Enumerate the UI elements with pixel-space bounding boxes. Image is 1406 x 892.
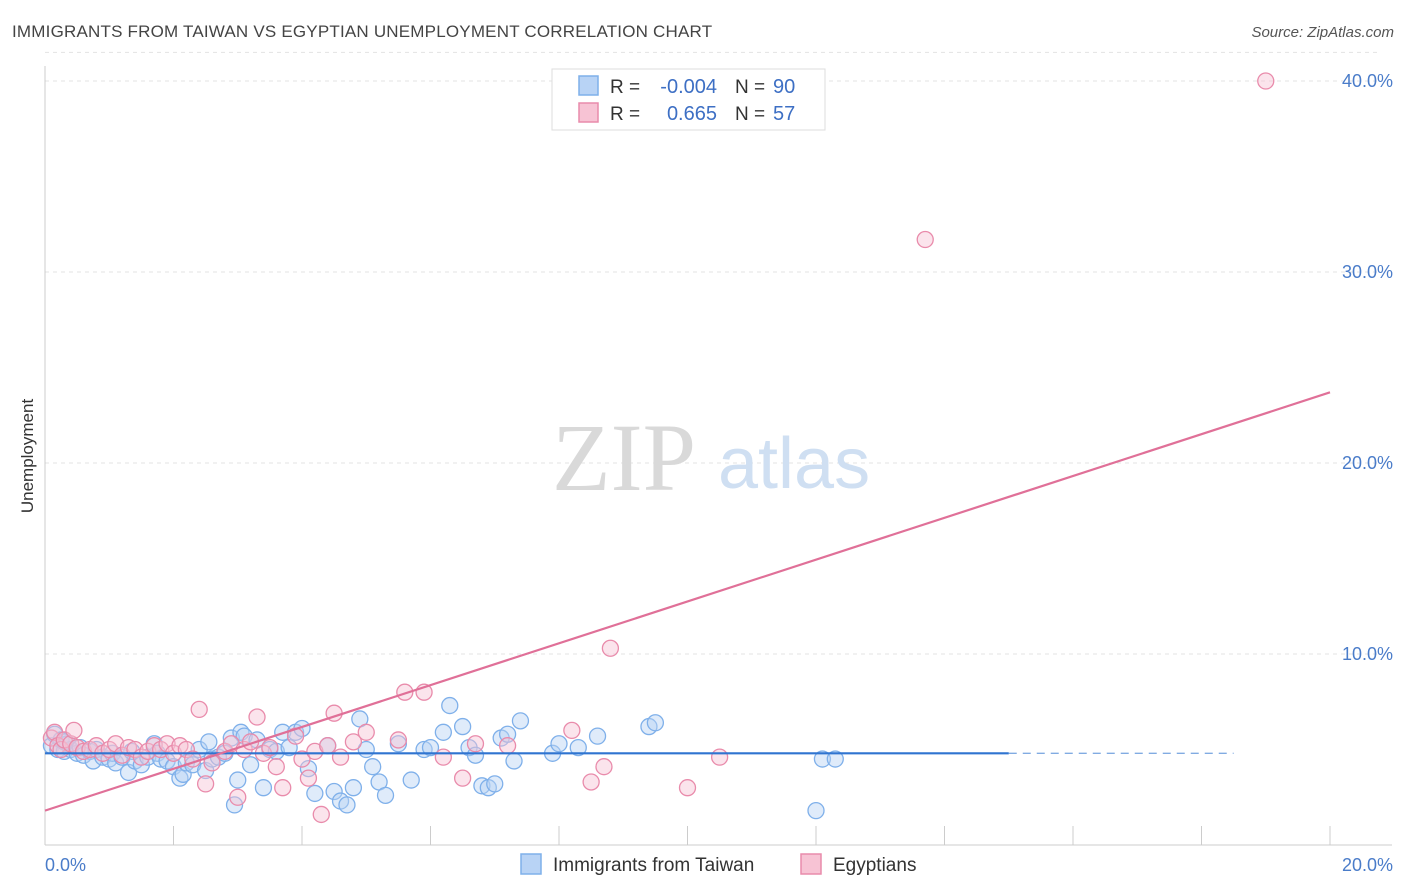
point-egyptians: [190, 700, 208, 719]
series-legend-label-egyptians: Egyptians: [833, 855, 916, 876]
point-taiwan: [402, 771, 420, 789]
point-egyptians: [274, 779, 292, 797]
series-legend-label-taiwan: Immigrants from Taiwan: [553, 855, 754, 876]
point-taiwan: [325, 782, 343, 801]
watermark-atlas: atlas: [718, 424, 870, 504]
x-tick-labels: 0.0% 20.0%: [45, 855, 1393, 875]
point-taiwan: [569, 738, 587, 757]
y-tick-labels: 10.0% 20.0% 30.0% 40.0%: [1342, 71, 1393, 664]
point-taiwan: [511, 712, 530, 730]
point-egyptians: [466, 735, 485, 753]
point-egyptians: [312, 805, 330, 824]
point-taiwan: [588, 727, 607, 745]
point-egyptians: [582, 773, 600, 791]
point-taiwan: [550, 735, 568, 753]
point-taiwan: [338, 796, 356, 814]
legend-r-label-taiwan: R =: [610, 77, 640, 98]
point-egyptians: [678, 779, 697, 797]
legend-swatch-egyptians: [578, 102, 599, 123]
series-legend: Immigrants from Taiwan Egyptians: [520, 853, 916, 876]
point-egyptians: [434, 748, 453, 766]
point-egyptians: [344, 733, 363, 751]
point-taiwan: [306, 784, 324, 803]
point-taiwan: [344, 779, 363, 797]
point-taiwan: [254, 779, 273, 797]
chart-title: IMMIGRANTS FROM TAIWAN VS EGYPTIAN UNEMP…: [12, 22, 713, 41]
point-egyptians: [299, 769, 318, 787]
stats-legend: R = -0.004 N = 90 R = 0.665 N = 57: [551, 68, 826, 131]
point-egyptians: [261, 738, 279, 757]
point-egyptians: [119, 738, 138, 757]
point-taiwan: [813, 750, 832, 768]
point-egyptians: [601, 639, 620, 657]
point-taiwan: [200, 733, 218, 751]
point-taiwan: [807, 801, 825, 820]
point-egyptians: [1257, 72, 1275, 90]
source-label: Source: ZipAtlas.com: [1251, 24, 1394, 41]
point-egyptians: [396, 683, 414, 701]
legend-r-value-egyptians: 0.665: [667, 103, 717, 125]
axes: [44, 66, 1392, 846]
point-taiwan: [486, 775, 504, 793]
legend-r-value-taiwan: -0.004: [660, 76, 717, 98]
point-taiwan: [453, 717, 472, 736]
legend-n-label-egyptians: N =: [735, 104, 765, 125]
point-egyptians: [595, 758, 613, 776]
point-egyptians: [710, 748, 729, 766]
point-taiwan: [505, 752, 523, 770]
point-egyptians: [498, 737, 517, 755]
point-egyptians: [248, 708, 266, 726]
point-taiwan: [299, 759, 318, 778]
gridlines: [45, 51, 1380, 655]
point-egyptians: [357, 723, 375, 741]
point-egyptians: [196, 775, 215, 793]
point-taiwan: [646, 714, 665, 732]
series-legend-swatch-egyptians: [800, 853, 822, 875]
y-tick-label: 40.0%: [1342, 71, 1393, 91]
point-taiwan: [389, 735, 408, 753]
data-points: [42, 72, 1275, 824]
y-axis-title: Unemployment: [18, 399, 37, 514]
point-taiwan: [364, 758, 382, 776]
point-egyptians: [229, 788, 247, 806]
x-tick-label-min: 0.0%: [45, 855, 86, 875]
point-egyptians: [203, 754, 221, 772]
point-egyptians: [916, 230, 934, 249]
watermark-zip: ZIP: [552, 404, 696, 511]
point-egyptians: [158, 735, 176, 753]
legend-r-label-egyptians: R =: [610, 104, 640, 125]
trend-lines: [44, 391, 1331, 812]
y-tick-label: 30.0%: [1342, 262, 1393, 282]
point-egyptians: [267, 758, 285, 776]
point-egyptians: [331, 748, 350, 766]
y-tick-label: 10.0%: [1342, 644, 1393, 664]
trend-line-egyptians: [44, 391, 1331, 812]
legend-n-label-taiwan: N =: [735, 77, 765, 98]
point-egyptians: [389, 731, 408, 749]
legend-swatch-taiwan: [578, 75, 599, 96]
point-taiwan: [229, 771, 247, 789]
point-taiwan: [241, 756, 260, 774]
point-egyptians: [293, 750, 311, 768]
point-egyptians: [453, 769, 472, 787]
point-taiwan: [421, 738, 440, 757]
point-egyptians: [65, 721, 83, 740]
point-taiwan: [826, 750, 844, 768]
legend-n-value-taiwan: 90: [773, 76, 795, 98]
x-tick-label-max: 20.0%: [1342, 855, 1393, 875]
legend-n-value-egyptians: 57: [773, 103, 795, 125]
point-taiwan: [376, 786, 395, 804]
series-legend-swatch-taiwan: [520, 853, 542, 875]
y-tick-label: 20.0%: [1342, 453, 1393, 473]
point-egyptians: [319, 737, 337, 755]
point-egyptians: [563, 721, 581, 740]
point-taiwan: [473, 777, 491, 795]
point-taiwan: [441, 696, 459, 715]
point-taiwan: [434, 723, 453, 741]
